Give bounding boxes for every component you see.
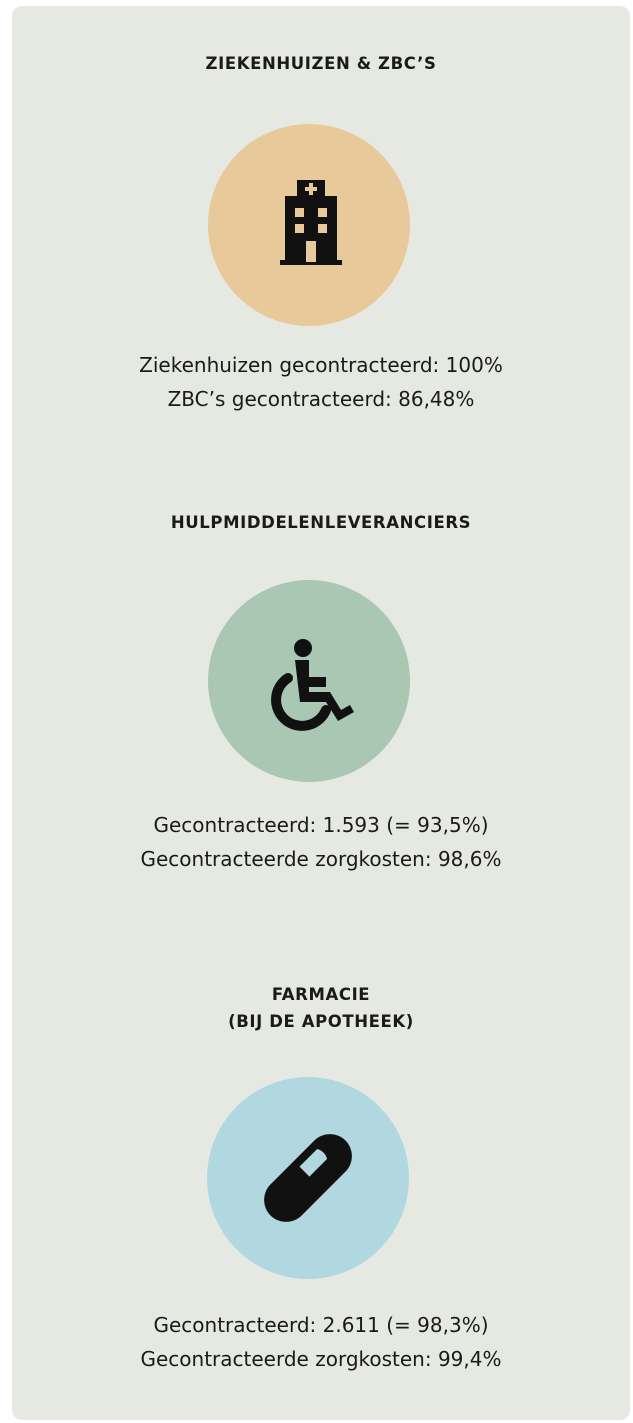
- card: ZIEKENHUIZEN & ZBC’S Ziekenhuizen gecont…: [12, 6, 630, 1420]
- section-title: (BIJ DE APOTHEEK): [228, 1012, 414, 1031]
- stat-line: Gecontracteerd: 1.593 (= 93,5%): [153, 813, 489, 837]
- stat-line: Gecontracteerd: 2.611 (= 98,3%): [153, 1313, 489, 1337]
- pill-icon: [264, 1134, 352, 1222]
- icon-circle: [207, 1077, 409, 1279]
- stat-line: ZBC’s gecontracteerd: 86,48%: [167, 387, 475, 411]
- stat-line: Gecontracteerde zorgkosten: 99,4%: [140, 1347, 502, 1371]
- stat-line: Ziekenhuizen gecontracteerd: 100%: [139, 353, 503, 377]
- section-title: FARMACIE: [271, 985, 371, 1004]
- section-title: ZIEKENHUIZEN & ZBC’S: [205, 54, 437, 73]
- icon-circle: [208, 580, 410, 782]
- hospital-icon: [280, 180, 342, 265]
- section-title: HULPMIDDELENLEVERANCIERS: [170, 513, 472, 532]
- wheelchair-icon: [271, 639, 354, 731]
- stat-line: Gecontracteerde zorgkosten: 98,6%: [140, 847, 502, 871]
- icon-circle: [208, 124, 410, 326]
